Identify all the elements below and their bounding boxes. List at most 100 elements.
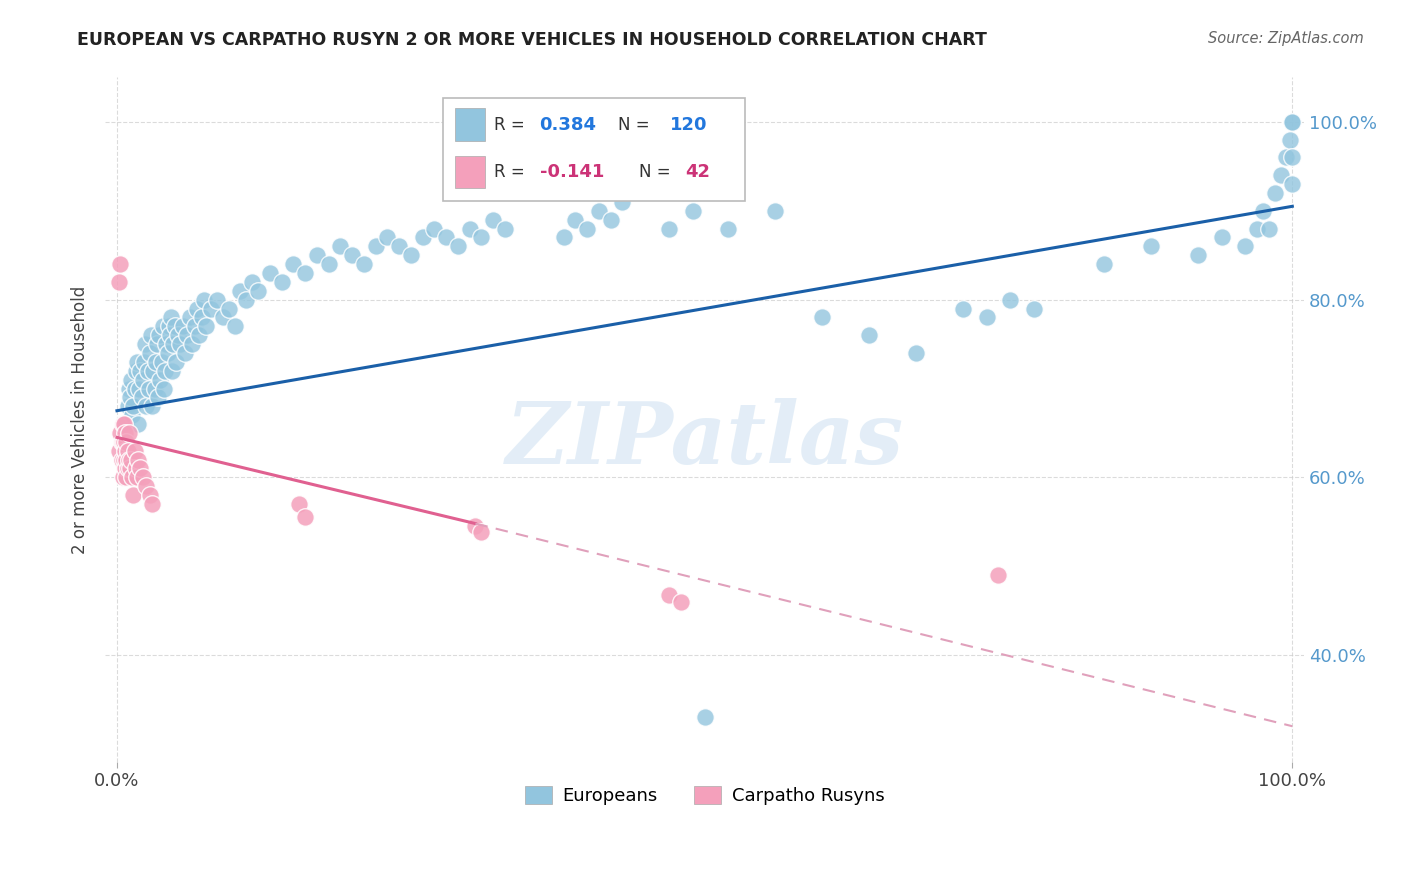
Point [120, 452, 142, 467]
Text: N =: N = [640, 163, 671, 181]
Point [127, 417, 149, 431]
Point [388, 239, 411, 253]
Point [1092, 257, 1115, 271]
Point [117, 461, 139, 475]
Point [134, 337, 156, 351]
Point [125, 355, 148, 369]
Point [235, 293, 257, 307]
Point [1281, 115, 1303, 129]
Point [1187, 248, 1209, 262]
Point [111, 417, 134, 431]
Point [553, 230, 575, 244]
Point [139, 346, 162, 360]
Point [1022, 301, 1045, 316]
Point [124, 443, 146, 458]
Point [163, 319, 186, 334]
Point [464, 519, 486, 533]
Point [318, 257, 340, 271]
Point [115, 452, 138, 467]
FancyBboxPatch shape [443, 98, 745, 201]
Point [1000, 293, 1022, 307]
Point [153, 382, 176, 396]
Text: 42: 42 [685, 163, 710, 181]
Point [364, 239, 387, 253]
Point [132, 470, 155, 484]
Point [114, 425, 136, 440]
Point [763, 203, 786, 218]
Point [176, 328, 198, 343]
Point [118, 461, 141, 475]
Point [125, 470, 148, 484]
Point [399, 248, 422, 262]
Point [952, 301, 974, 316]
Point [124, 382, 146, 396]
Point [434, 230, 457, 244]
Point [111, 434, 134, 449]
Point [717, 221, 740, 235]
Point [423, 221, 446, 235]
Point [259, 266, 281, 280]
Point [142, 364, 165, 378]
Point [121, 470, 143, 484]
Point [118, 425, 141, 440]
Point [200, 301, 222, 316]
Point [1275, 150, 1298, 164]
Point [1270, 168, 1292, 182]
Point [193, 293, 215, 307]
Point [1211, 230, 1233, 244]
Point [288, 497, 311, 511]
Point [811, 310, 834, 325]
Point [1140, 239, 1163, 253]
Point [224, 319, 246, 334]
Point [111, 470, 134, 484]
Point [482, 212, 505, 227]
Point [470, 230, 492, 244]
Point [118, 391, 141, 405]
Point [588, 203, 610, 218]
Point [122, 399, 145, 413]
Point [138, 382, 160, 396]
Point [141, 399, 163, 413]
Point [132, 355, 155, 369]
Point [181, 337, 204, 351]
Point [157, 319, 180, 334]
Point [110, 425, 132, 440]
Point [205, 293, 228, 307]
Point [136, 364, 159, 378]
Point [218, 301, 240, 316]
Y-axis label: 2 or more Vehicles in Household: 2 or more Vehicles in Household [72, 285, 89, 554]
Point [190, 310, 212, 325]
Point [576, 221, 599, 235]
Point [128, 382, 150, 396]
Point [1281, 150, 1303, 164]
Point [294, 266, 316, 280]
Point [110, 257, 132, 271]
Point [150, 355, 173, 369]
Point [118, 382, 141, 396]
Point [135, 399, 157, 413]
Point [143, 382, 166, 396]
Point [146, 337, 169, 351]
Point [229, 284, 252, 298]
Point [247, 284, 270, 298]
Point [669, 595, 692, 609]
Point [458, 221, 481, 235]
Point [1264, 186, 1286, 200]
Point [612, 194, 634, 209]
Text: N =: N = [619, 116, 650, 134]
Point [112, 452, 135, 467]
Text: EUROPEAN VS CARPATHO RUSYN 2 OR MORE VEHICLES IN HOUSEHOLD CORRELATION CHART: EUROPEAN VS CARPATHO RUSYN 2 OR MORE VEH… [77, 31, 987, 49]
Point [905, 346, 928, 360]
Point [141, 497, 163, 511]
Point [149, 373, 172, 387]
Text: 0.384: 0.384 [540, 116, 596, 134]
Point [172, 319, 194, 334]
Point [159, 328, 181, 343]
Point [118, 452, 141, 467]
Point [494, 221, 516, 235]
Point [153, 364, 176, 378]
Point [987, 568, 1010, 582]
Point [1251, 203, 1274, 218]
Point [169, 337, 191, 351]
Point [1278, 133, 1301, 147]
